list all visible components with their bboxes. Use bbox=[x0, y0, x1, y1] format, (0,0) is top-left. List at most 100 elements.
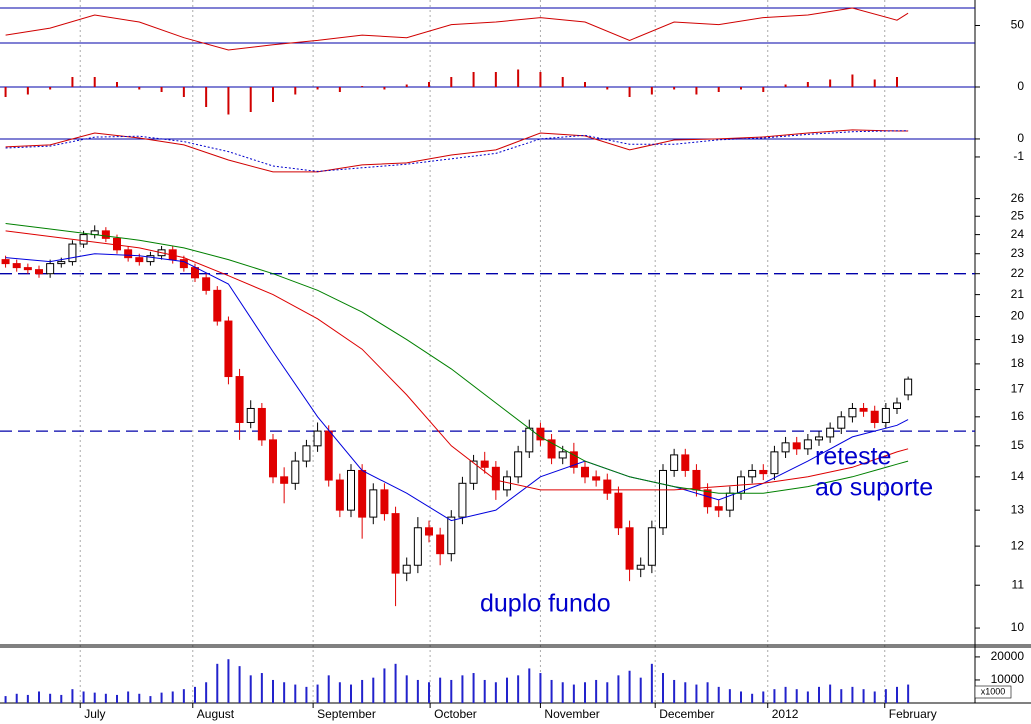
indicator-line bbox=[5, 7, 909, 51]
candle-body bbox=[447, 516, 456, 555]
bar bbox=[628, 87, 631, 97]
y-tick-label: 15 bbox=[1011, 438, 1025, 452]
x-tick-label: August bbox=[197, 707, 235, 721]
bar bbox=[439, 677, 442, 703]
candle-body bbox=[202, 277, 211, 291]
bar bbox=[784, 84, 787, 87]
candle-body bbox=[369, 489, 378, 518]
candle-body bbox=[213, 289, 222, 322]
candle-body bbox=[525, 427, 534, 453]
bar bbox=[517, 69, 520, 87]
bar bbox=[673, 679, 676, 703]
y-tick-label: 23 bbox=[1011, 246, 1025, 260]
bar bbox=[316, 87, 319, 90]
candle-body bbox=[759, 469, 768, 475]
bar bbox=[15, 693, 18, 703]
y-tick-label: 26 bbox=[1011, 191, 1025, 205]
candle-body bbox=[113, 237, 121, 251]
bar bbox=[539, 72, 542, 87]
bar bbox=[572, 684, 575, 703]
bar bbox=[294, 684, 297, 703]
annotation: duplo fundo bbox=[480, 590, 611, 618]
indicator-line bbox=[5, 129, 909, 173]
x-tick-label: September bbox=[317, 707, 376, 721]
y-tick-label: 10000 bbox=[991, 672, 1025, 686]
bar bbox=[494, 682, 497, 703]
bar bbox=[472, 72, 475, 87]
x-tick-label: December bbox=[659, 707, 714, 721]
candle-body bbox=[781, 442, 790, 453]
bar bbox=[561, 77, 564, 87]
bar bbox=[662, 673, 664, 703]
bar bbox=[517, 675, 520, 703]
bar bbox=[205, 87, 208, 107]
indicator-line bbox=[5, 223, 909, 494]
y-tick-label: 17 bbox=[1011, 382, 1025, 396]
bar bbox=[405, 675, 408, 703]
candle-body bbox=[68, 243, 77, 263]
bar bbox=[127, 691, 130, 703]
candle-body bbox=[313, 430, 322, 447]
bar bbox=[116, 82, 118, 87]
bar bbox=[740, 87, 742, 90]
y-tick-label: 10 bbox=[1011, 620, 1025, 634]
candle-body bbox=[792, 442, 801, 450]
candle-body bbox=[413, 527, 422, 566]
candle-body bbox=[46, 263, 55, 275]
bar bbox=[684, 682, 687, 703]
x-tick-label: October bbox=[434, 707, 477, 721]
bar bbox=[617, 675, 620, 703]
y-tick-label: 20 bbox=[1011, 309, 1025, 323]
bar bbox=[372, 677, 375, 703]
bar bbox=[483, 679, 486, 703]
y-tick-label: 13 bbox=[1011, 502, 1025, 516]
annotation: ao suporte bbox=[815, 474, 933, 502]
bar bbox=[205, 682, 208, 703]
y-tick-label: 19 bbox=[1011, 332, 1025, 346]
y-tick-label: 16 bbox=[1011, 409, 1025, 423]
bar bbox=[528, 668, 531, 703]
candle-body bbox=[670, 454, 679, 471]
bar bbox=[673, 87, 676, 90]
bar bbox=[606, 87, 609, 90]
bar bbox=[751, 693, 754, 703]
bar bbox=[695, 87, 698, 95]
candle-body bbox=[23, 267, 32, 271]
candle-body bbox=[402, 564, 411, 574]
candle-body bbox=[35, 269, 43, 275]
bar bbox=[428, 82, 430, 87]
candle-body bbox=[135, 257, 144, 263]
bar bbox=[405, 84, 408, 87]
bar bbox=[138, 693, 141, 703]
bar bbox=[182, 87, 185, 97]
candle-body bbox=[480, 460, 489, 468]
candle-body bbox=[603, 479, 612, 494]
bar bbox=[394, 663, 397, 703]
bar bbox=[840, 689, 843, 703]
bar bbox=[227, 659, 230, 703]
candle-body bbox=[347, 469, 355, 511]
bar bbox=[584, 682, 586, 703]
bar bbox=[182, 689, 185, 703]
y-tick-label: 21 bbox=[1011, 287, 1025, 301]
candle-body bbox=[681, 454, 690, 471]
bar bbox=[138, 87, 141, 90]
candle-body bbox=[881, 407, 890, 423]
bar bbox=[795, 689, 798, 703]
bar bbox=[104, 693, 107, 703]
bar bbox=[873, 79, 876, 87]
candle-body bbox=[79, 234, 88, 245]
y-tick-label: 24 bbox=[1011, 227, 1025, 241]
bar bbox=[93, 692, 96, 703]
bar bbox=[49, 693, 52, 703]
indicator-line bbox=[5, 230, 909, 491]
candle-body bbox=[647, 527, 656, 566]
candle-body bbox=[848, 407, 857, 418]
y-tick-label: 0 bbox=[1017, 79, 1024, 93]
bar bbox=[862, 689, 865, 703]
y-tick-label: 20000 bbox=[991, 649, 1025, 663]
bar bbox=[60, 694, 63, 703]
bar bbox=[494, 72, 497, 87]
bar bbox=[628, 670, 631, 703]
